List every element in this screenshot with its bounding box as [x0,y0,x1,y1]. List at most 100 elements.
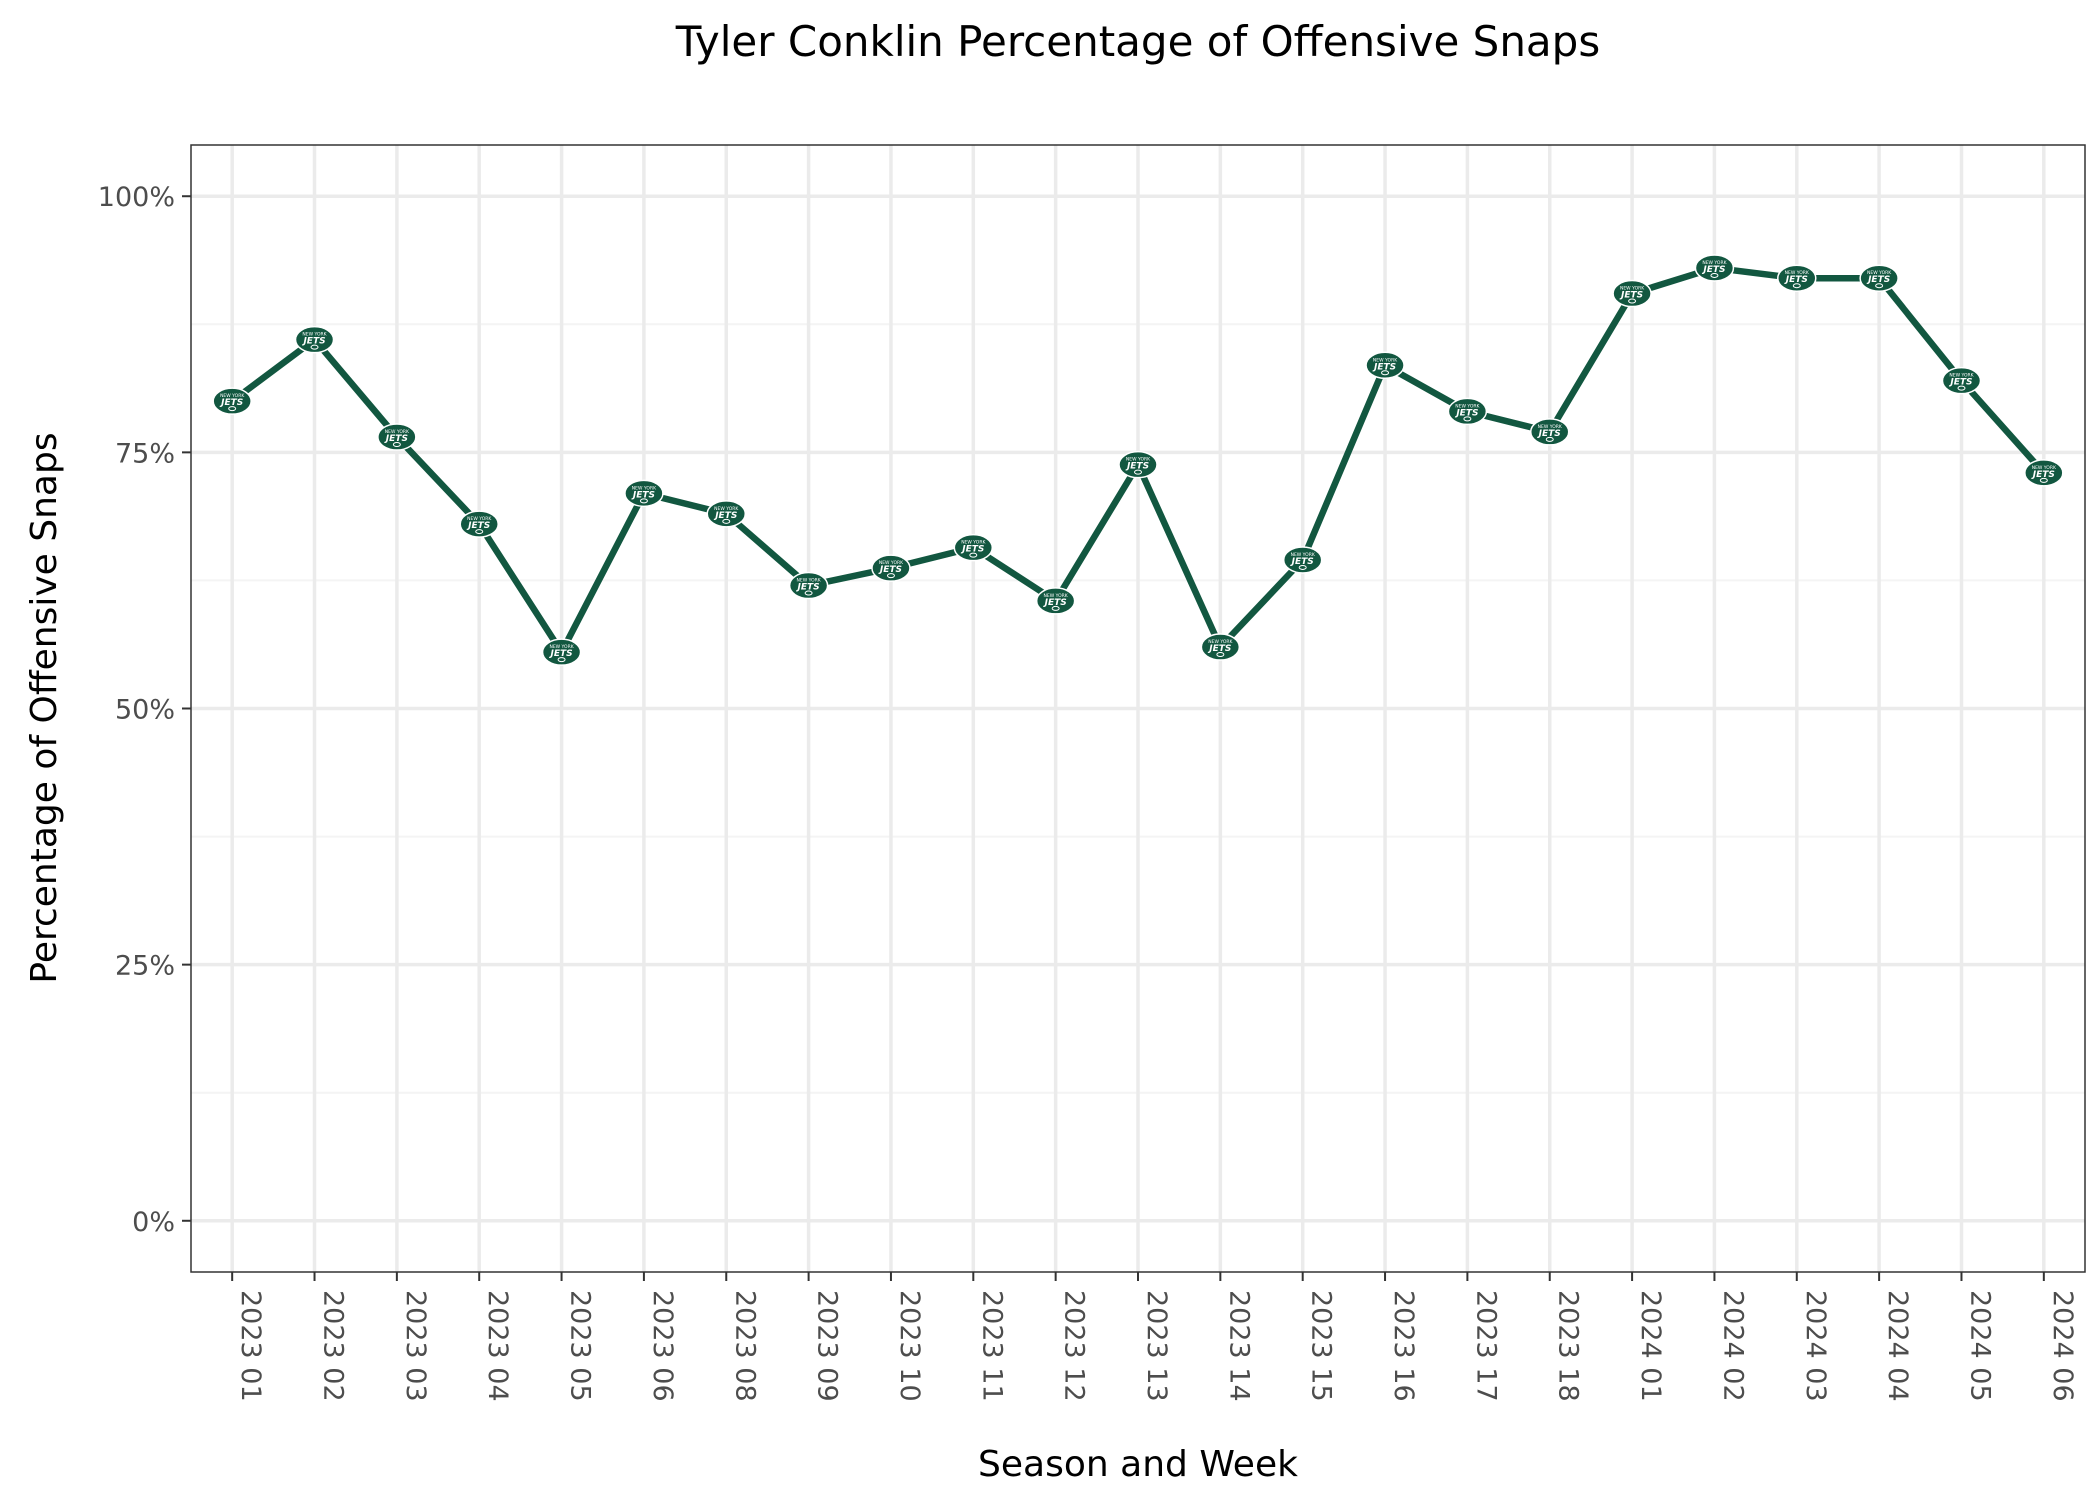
marker-logo-top-text: NEW YORK [1785,270,1810,276]
y-tick-label: 100% [98,182,175,213]
jets-logo-icon [788,571,829,600]
football-icon [722,518,731,524]
marker-logo-text: JETS [549,649,573,659]
marker-logo-top-text: NEW YORK [549,644,574,650]
marker-logo-text: JETS [1537,429,1561,439]
x-tick-label: 2023 05 [565,1290,596,1402]
jets-logo-icon [1365,351,1405,380]
marker-logo-text: JETS [466,521,490,531]
marker-logo-text: JETS [796,583,820,593]
football-icon [1710,272,1719,278]
marker-logo-top-text: NEW YORK [714,506,739,512]
marker-logo-text: JETS [1372,362,1396,372]
marker-logo-top-text: NEW YORK [1208,639,1233,645]
x-tick-label: 2023 02 [318,1290,349,1402]
football-icon [1628,298,1637,304]
football-icon [1875,283,1884,289]
jets-logo-icon [953,533,994,562]
jets-logo-icon [1035,587,1076,615]
jets-logo-icon [871,554,911,582]
marker-logo-text: JETS [1043,598,1067,608]
marker-logo-text: JETS [1207,644,1231,654]
marker-logo-text: JETS [1784,275,1808,285]
chart-title: Tyler Conklin Percentage of Offensive Sn… [675,17,1600,66]
marker-logo-text: JETS [1125,462,1149,472]
x-tick-label: 2024 04 [1882,1290,1913,1402]
jets-logo-icon [1447,397,1488,426]
jets-logo-icon [1282,546,1323,574]
jets-logo-icon [377,423,417,451]
x-tick-label: 2024 02 [1717,1290,1748,1402]
jets-logo-icon [1859,264,1899,292]
marker-logo-top-text: NEW YORK [220,393,245,399]
x-tick-label: 2024 01 [1635,1290,1666,1402]
jets-logo-icon [2024,459,2064,487]
x-tick-label: 2023 06 [647,1290,678,1402]
football-icon [475,529,484,535]
football-icon [1545,436,1554,442]
x-tick-label: 2023 13 [1141,1290,1172,1402]
football-icon [1298,564,1307,570]
marker-logo-top-text: NEW YORK [1702,260,1727,266]
x-tick-label: 2023 16 [1388,1290,1419,1402]
marker-logo-top-text: NEW YORK [961,540,986,546]
jets-logo-icon [1777,264,1817,292]
y-tick-label: 0% [132,1207,175,1238]
x-tick-label: 2023 12 [1059,1290,1090,1402]
football-icon [228,406,237,412]
football-icon [804,590,813,596]
marker-logo-top-text: NEW YORK [632,485,657,491]
x-tick-label: 2023 15 [1306,1290,1337,1402]
jets-logo-icon [1612,279,1652,308]
y-tick-label: 50% [115,695,175,726]
marker-logo-top-text: NEW YORK [796,578,821,584]
marker-logo-top-text: NEW YORK [1455,403,1480,409]
x-tick-label: 2024 06 [2047,1290,2078,1402]
football-icon [392,441,401,447]
marker-logo-top-text: NEW YORK [2032,465,2057,471]
marker-logo-text: JETS [878,565,902,575]
y-tick-label: 25% [115,951,175,982]
x-tick-label: 2023 17 [1470,1290,1501,1402]
y-tick-label: 75% [115,438,175,469]
marker-logo-text: JETS [2031,470,2055,480]
marker-logo-top-text: NEW YORK [1044,593,1069,599]
marker-logo-text: JETS [960,545,984,555]
marker-logo-text: JETS [713,511,737,521]
football-icon [969,552,978,558]
marker-logo-top-text: NEW YORK [1126,457,1151,463]
marker-logo-top-text: NEW YORK [1949,373,1974,379]
jets-logo-icon [1118,450,1158,479]
marker-logo-top-text: NEW YORK [879,560,904,566]
x-axis: 2023 01 2023 02 2023 03 2023 04 2023 05 2023 … [231,1272,2078,1402]
marker-logo-text: JETS [219,398,243,408]
marker-logo-top-text: NEW YORK [1538,424,1563,430]
football-icon [1957,385,1966,391]
jets-logo-icon [459,510,499,538]
x-tick-label: 2023 01 [235,1290,266,1402]
jets-logo-icon [706,500,747,528]
football-icon [310,344,319,350]
x-tick-label: 2023 09 [812,1290,843,1402]
football-icon [1381,370,1390,376]
football-icon [2039,477,2048,483]
marker-logo-top-text: NEW YORK [1620,286,1645,292]
